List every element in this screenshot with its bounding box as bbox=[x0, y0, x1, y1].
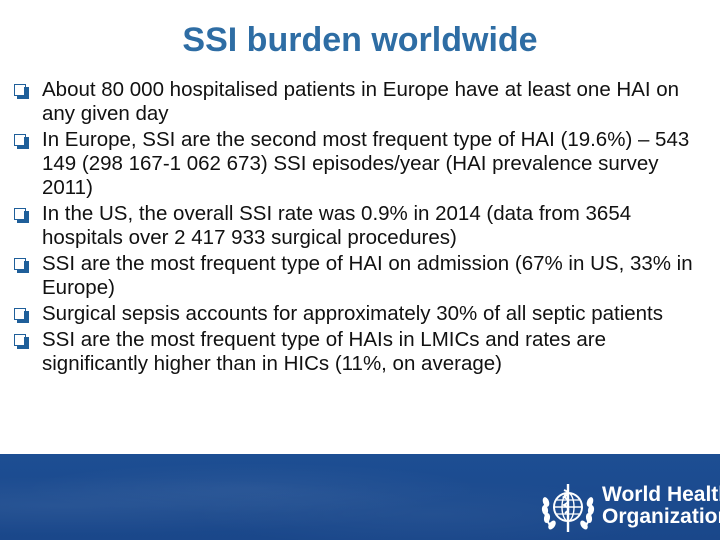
checkbox-bullet-icon bbox=[14, 258, 29, 273]
bullet-text: SSI are the most frequent type of HAIs i… bbox=[42, 328, 607, 375]
bullet-list: About 80 000 hospitalised patients in Eu… bbox=[12, 78, 712, 378]
bullet-item: SSI are the most frequent type of HAI on… bbox=[12, 252, 712, 300]
who-emblem-icon bbox=[541, 484, 595, 532]
bullet-item: SSI are the most frequent type of HAIs i… bbox=[12, 328, 712, 376]
who-logo-text: World Health Organization bbox=[602, 484, 720, 528]
bullet-text: About 80 000 hospitalised patients in Eu… bbox=[42, 78, 680, 125]
who-logo-line2: Organization bbox=[602, 505, 720, 528]
bullet-item: In the US, the overall SSI rate was 0.9%… bbox=[12, 202, 712, 250]
bullet-item: About 80 000 hospitalised patients in Eu… bbox=[12, 78, 712, 126]
bullet-text: In the US, the overall SSI rate was 0.9%… bbox=[42, 202, 632, 249]
checkbox-bullet-icon bbox=[14, 308, 29, 323]
bullet-text: In Europe, SSI are the second most frequ… bbox=[42, 128, 690, 199]
bullet-item: In Europe, SSI are the second most frequ… bbox=[12, 128, 712, 200]
checkbox-bullet-icon bbox=[14, 334, 29, 349]
who-logo-line1: World Health bbox=[602, 483, 720, 506]
slide-title: SSI burden worldwide bbox=[182, 21, 538, 59]
bullet-item: Surgical sepsis accounts for approximate… bbox=[12, 302, 712, 326]
checkbox-bullet-icon bbox=[14, 84, 29, 99]
bullet-text: Surgical sepsis accounts for approximate… bbox=[42, 302, 664, 325]
checkbox-bullet-icon bbox=[14, 208, 29, 223]
bullet-text: SSI are the most frequent type of HAI on… bbox=[42, 252, 693, 299]
who-logo: World Health Organization bbox=[538, 478, 720, 536]
footer-band bbox=[0, 454, 720, 540]
checkbox-bullet-icon bbox=[14, 134, 29, 149]
